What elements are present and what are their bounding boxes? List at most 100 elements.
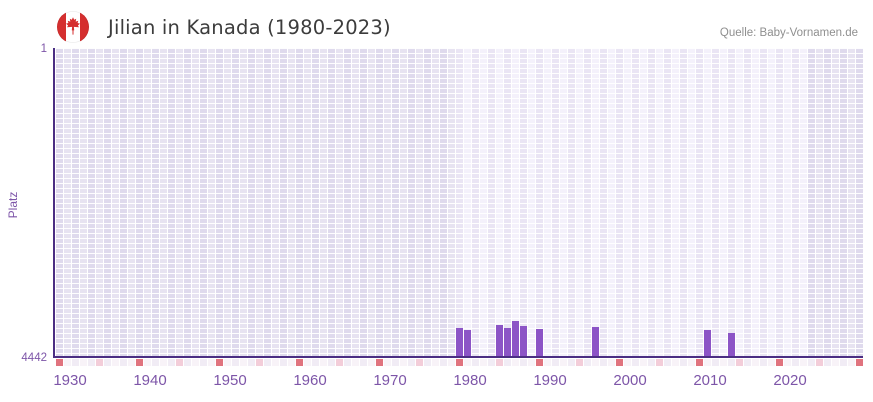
strip-cell xyxy=(56,359,63,366)
strip-cell xyxy=(400,359,407,366)
strip-cell xyxy=(680,359,687,366)
data-range-highlight xyxy=(455,48,807,357)
strip-cell xyxy=(224,359,231,366)
strip-cell xyxy=(736,359,743,366)
strip-cell xyxy=(648,359,655,366)
bar-1985 xyxy=(496,325,503,357)
strip-cell xyxy=(592,359,599,366)
strip-cell xyxy=(608,359,615,366)
strip-cell xyxy=(504,359,511,366)
x-tick-1970: 1970 xyxy=(373,372,407,389)
strip-cell xyxy=(664,359,671,366)
strip-cell xyxy=(232,359,239,366)
strip-cell xyxy=(424,359,431,366)
strip-cell xyxy=(376,359,383,366)
strip-cell xyxy=(472,359,479,366)
x-tick-2010: 2010 xyxy=(693,372,727,389)
strip-cell xyxy=(208,359,215,366)
strip-cell xyxy=(776,359,783,366)
strip-cell xyxy=(656,359,663,366)
strip-cell xyxy=(192,359,199,366)
strip-cell xyxy=(768,359,775,366)
strip-cell xyxy=(72,359,79,366)
x-tick-1990: 1990 xyxy=(533,372,567,389)
strip-cell xyxy=(488,359,495,366)
strip-cell xyxy=(640,359,647,366)
bar-1987 xyxy=(512,321,519,357)
x-tick-2020: 2020 xyxy=(773,372,807,389)
strip-cell xyxy=(160,359,167,366)
strip-cell xyxy=(792,359,799,366)
strip-cell xyxy=(272,359,279,366)
strip-cell xyxy=(688,359,695,366)
strip-cell xyxy=(336,359,343,366)
strip-cell xyxy=(616,359,623,366)
strip-cell xyxy=(848,359,855,366)
strip-cell xyxy=(144,359,151,366)
strip-cell xyxy=(112,359,119,366)
strip-cell xyxy=(392,359,399,366)
strip-cell xyxy=(248,359,255,366)
strip-cell xyxy=(296,359,303,366)
strip-cell xyxy=(64,359,71,366)
y-axis-label: Platz xyxy=(6,191,20,219)
strip-cell xyxy=(600,359,607,366)
strip-cell xyxy=(152,359,159,366)
strip-cell xyxy=(672,359,679,366)
strip-cell xyxy=(344,359,351,366)
strip-cell xyxy=(576,359,583,366)
strip-cell xyxy=(840,359,847,366)
x-tick-2000: 2000 xyxy=(613,372,647,389)
y-axis-line xyxy=(53,48,55,358)
strip-cell xyxy=(136,359,143,366)
strip-cell xyxy=(568,359,575,366)
strip-cell xyxy=(240,359,247,366)
x-tick-1930: 1930 xyxy=(53,372,87,389)
strip-cell xyxy=(832,359,839,366)
strip-cell xyxy=(728,359,735,366)
strip-cell xyxy=(512,359,519,366)
bar-1981 xyxy=(464,329,471,357)
strip-cell xyxy=(720,359,727,366)
bar-2014 xyxy=(728,333,735,357)
strip-cell xyxy=(544,359,551,366)
strip-cell xyxy=(624,359,631,366)
x-axis-line xyxy=(53,356,863,358)
y-axis-tick-top: 1 xyxy=(40,43,47,55)
strip-cell xyxy=(416,359,423,366)
x-axis-ticks: 1930 1940 1950 1960 1970 1980 1990 2000 2010 2020 xyxy=(0,372,873,392)
strip-cell xyxy=(176,359,183,366)
strip-cell xyxy=(784,359,791,366)
strip-cell xyxy=(104,359,111,366)
strip-cell xyxy=(432,359,439,366)
strip-cell xyxy=(312,359,319,366)
strip-cell xyxy=(216,359,223,366)
chart-plot-area xyxy=(55,48,863,357)
strip-cell xyxy=(816,359,823,366)
strip-cell xyxy=(440,359,447,366)
x-tick-1950: 1950 xyxy=(213,372,247,389)
strip-cell xyxy=(352,359,359,366)
strip-cell xyxy=(80,359,87,366)
x-tick-1960: 1960 xyxy=(293,372,327,389)
strip-cell xyxy=(760,359,767,366)
strip-cell xyxy=(584,359,591,366)
strip-cell xyxy=(264,359,271,366)
x-tick-1940: 1940 xyxy=(133,372,167,389)
strip-cell xyxy=(256,359,263,366)
strip-cell xyxy=(560,359,567,366)
bar-1997 xyxy=(592,326,599,357)
strip-cell xyxy=(536,359,543,366)
strip-cell xyxy=(200,359,207,366)
strip-cell xyxy=(168,359,175,366)
strip-cell xyxy=(184,359,191,366)
strip-cell xyxy=(120,359,127,366)
strip-cell xyxy=(88,359,95,366)
source-attribution: Quelle: Baby-Vornamen.de xyxy=(719,27,858,39)
strip-cell xyxy=(712,359,719,366)
strip-cell xyxy=(280,359,287,366)
strip-cell xyxy=(328,359,335,366)
strip-cell xyxy=(520,359,527,366)
strip-cell xyxy=(456,359,463,366)
